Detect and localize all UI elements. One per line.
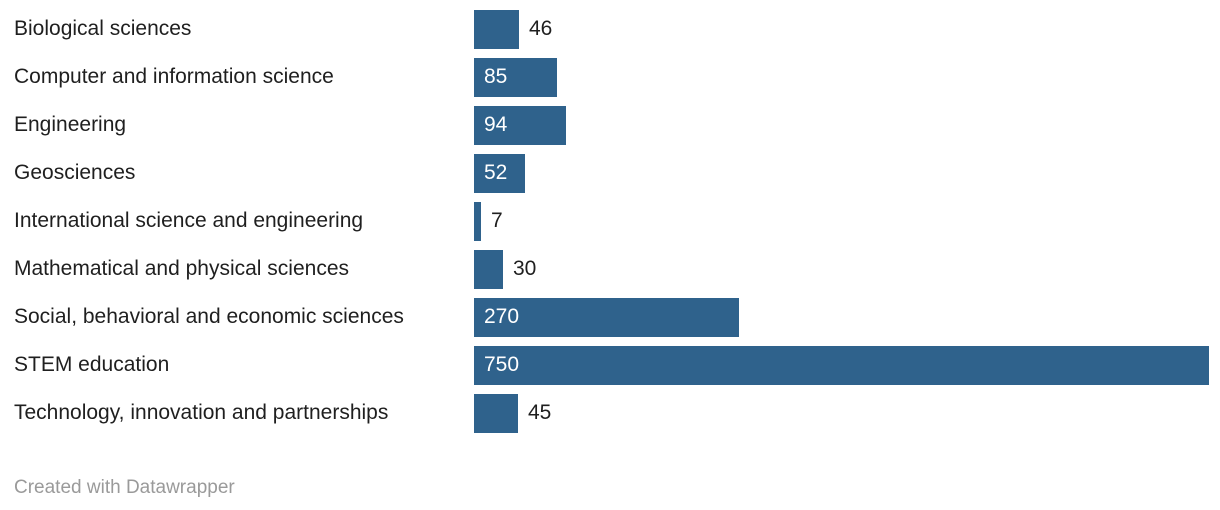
bar-track: 750 750 [474, 345, 1220, 385]
category-label: Computer and information science [14, 65, 334, 89]
value-label-outside: 45 [528, 401, 552, 424]
bar-track: 45 45 [474, 393, 1220, 433]
bar-track: 85 85 [474, 57, 1220, 97]
chart-row: Technology, innovation and partnerships … [0, 389, 1220, 437]
bar[interactable]: 750 [474, 345, 1209, 385]
value-label-outside: 46 [529, 17, 553, 40]
chart-row: STEM education 750 750 [0, 341, 1220, 389]
value-label-inside: 52 [484, 161, 508, 184]
value-label-inside: 94 [484, 113, 508, 136]
bar[interactable]: 85 [474, 57, 557, 97]
chart-row: Biological sciences 46 46 [0, 5, 1220, 53]
category-label: International science and engineering [14, 209, 364, 233]
category-label: Biological sciences [14, 17, 192, 41]
bar[interactable]: 94 [474, 105, 566, 145]
chart-row: Social, behavioral and economic sciences… [0, 293, 1220, 341]
value-label-inside: 270 [484, 305, 520, 328]
bar[interactable]: 52 [474, 153, 525, 193]
chart-row: Mathematical and physical sciences 30 30 [0, 245, 1220, 293]
bar-track: 30 30 [474, 249, 1220, 289]
category-label: Engineering [14, 113, 127, 137]
bar-track: 94 94 [474, 105, 1220, 145]
category-label: Mathematical and physical sciences [14, 257, 349, 281]
category-label: Technology, innovation and partnerships [14, 401, 389, 425]
bar[interactable]: 30 [474, 249, 503, 289]
category-label: Geosciences [14, 161, 136, 185]
bar-track: 52 52 [474, 153, 1220, 193]
datawrapper-credit-link[interactable]: Created with Datawrapper [14, 477, 235, 498]
chart-row: Geosciences 52 52 [0, 149, 1220, 197]
category-label: Social, behavioral and economic sciences [14, 305, 404, 329]
bar[interactable]: 45 [474, 393, 518, 433]
value-label-inside: 750 [484, 353, 520, 376]
chart-row: Computer and information science 85 85 [0, 53, 1220, 101]
bar-track: 270 270 [474, 297, 1220, 337]
chart-row: Engineering 94 94 [0, 101, 1220, 149]
chart-row: International science and engineering 7 … [0, 197, 1220, 245]
chart-plot-area: Biological sciences 46 46 Computer and i… [0, 5, 1220, 437]
bar[interactable]: 46 [474, 9, 519, 49]
bar[interactable]: 270 [474, 297, 739, 337]
value-label-outside: 30 [513, 257, 537, 280]
value-label-inside: 85 [484, 65, 508, 88]
bar-track: 7 7 [474, 201, 1220, 241]
bar[interactable]: 7 [474, 201, 481, 241]
bar-track: 46 46 [474, 9, 1220, 49]
category-label: STEM education [14, 353, 170, 377]
value-label-outside: 7 [491, 209, 503, 232]
